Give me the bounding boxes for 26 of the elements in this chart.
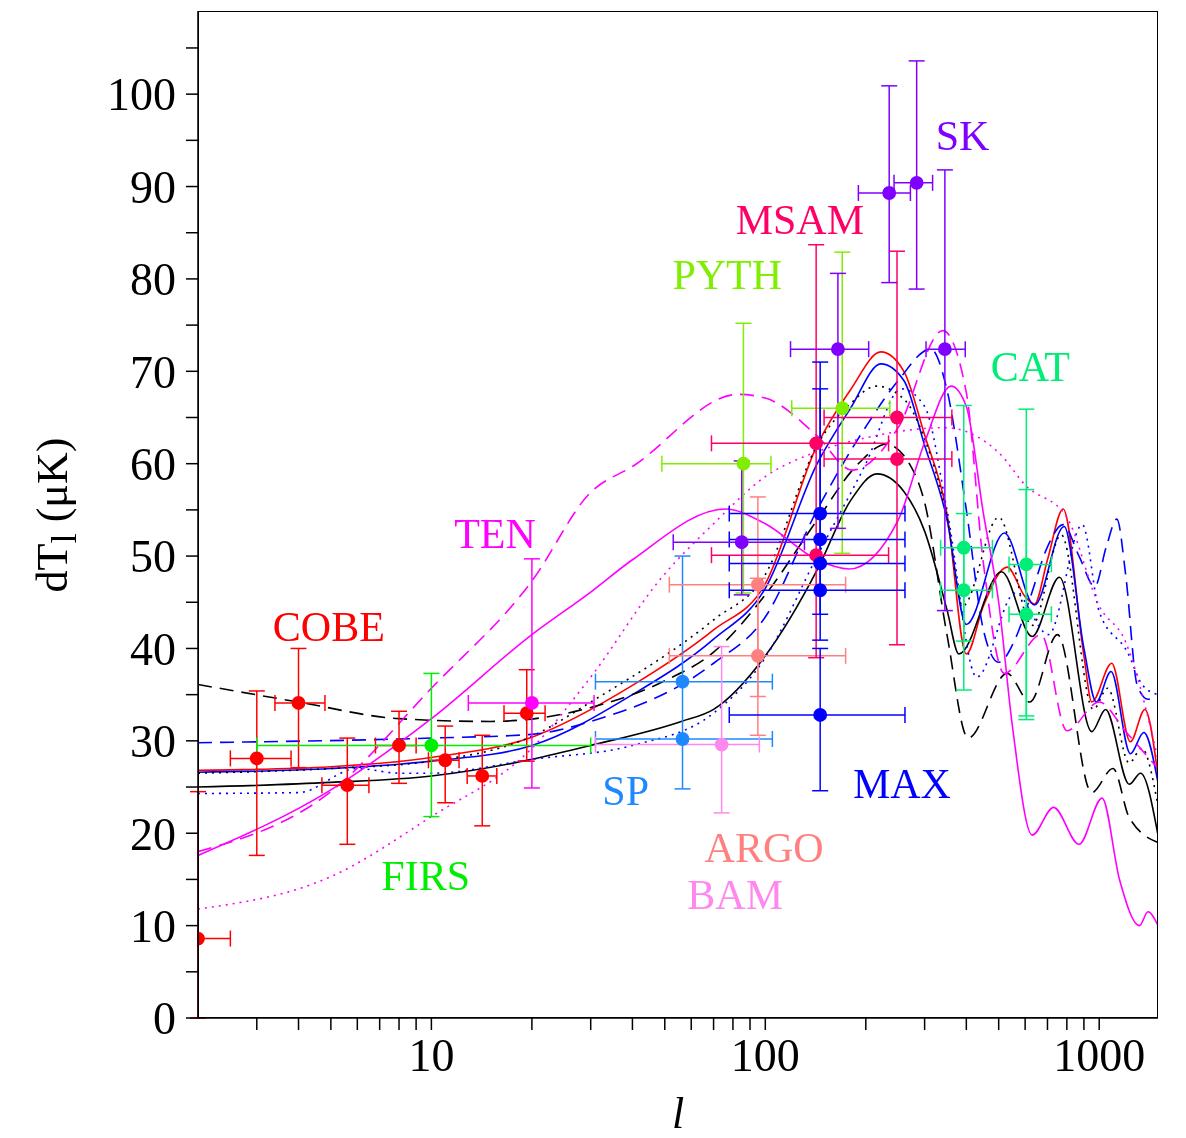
text: ARGO xyxy=(704,825,824,872)
y-tick-label: 90 xyxy=(130,161,176,213)
y-tick-label: 10 xyxy=(130,900,176,952)
text: FIRS xyxy=(381,853,471,900)
y-tick-label: 30 xyxy=(130,716,176,768)
x-tick-label: 1000 xyxy=(1053,1029,1146,1081)
text: TEN xyxy=(454,511,536,558)
y-tick-label: 0 xyxy=(153,993,176,1045)
text: BAM xyxy=(687,871,783,918)
y-tick-label: 50 xyxy=(130,531,176,583)
y-tick-label: 70 xyxy=(130,346,176,398)
y-tick-label: 100 xyxy=(107,69,176,121)
x-tick-label: 10 xyxy=(408,1029,455,1081)
text: MSAM xyxy=(735,197,865,244)
text: CAT xyxy=(990,344,1070,391)
y-tick-label: 40 xyxy=(130,623,176,675)
series-label: COBE xyxy=(272,603,385,650)
series-label: MAX xyxy=(852,760,951,807)
x-axis-title: l xyxy=(671,1088,685,1138)
y-tick-label: 60 xyxy=(130,439,176,491)
series-label: SK xyxy=(935,113,990,160)
text: PYTH xyxy=(672,251,783,298)
x-tick-label: 100 xyxy=(730,1029,800,1081)
series-label: SP xyxy=(602,768,650,815)
y-tick-label: 80 xyxy=(130,254,176,306)
y-tick-label: 20 xyxy=(130,808,176,860)
